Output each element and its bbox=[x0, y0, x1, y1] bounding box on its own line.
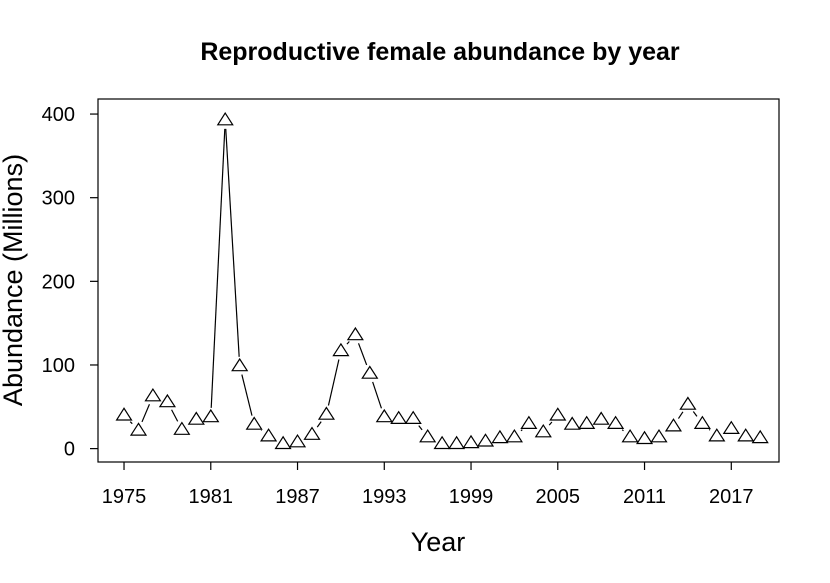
series-segment bbox=[141, 403, 150, 423]
data-point bbox=[231, 357, 249, 372]
series-markers bbox=[115, 111, 769, 450]
y-tick-label: 0 bbox=[64, 439, 75, 461]
data-point bbox=[722, 420, 740, 434]
series-segment bbox=[210, 128, 226, 408]
series-segment bbox=[520, 429, 523, 432]
data-point bbox=[433, 435, 451, 450]
data-point bbox=[664, 418, 682, 432]
data-point bbox=[693, 415, 711, 429]
data-point bbox=[260, 428, 278, 442]
data-point bbox=[520, 415, 538, 429]
data-point bbox=[549, 407, 567, 421]
series-line bbox=[129, 128, 711, 432]
data-point bbox=[592, 411, 610, 425]
series-segment bbox=[418, 425, 423, 431]
data-point bbox=[216, 111, 234, 126]
series-segment bbox=[621, 429, 624, 432]
data-point bbox=[607, 415, 625, 429]
data-point bbox=[534, 423, 552, 438]
series-segment bbox=[225, 128, 240, 357]
x-tick-label: 1999 bbox=[449, 486, 494, 508]
data-point bbox=[115, 407, 133, 421]
series-segment bbox=[171, 409, 179, 422]
data-point bbox=[317, 406, 335, 420]
data-point bbox=[303, 426, 321, 440]
series-segment bbox=[241, 374, 253, 416]
x-tick-label: 2011 bbox=[623, 486, 666, 508]
series-segment bbox=[708, 428, 711, 431]
series-segment bbox=[692, 411, 698, 417]
series-segment bbox=[316, 421, 322, 428]
y-tick-label: 200 bbox=[42, 271, 75, 293]
x-axis: 1975 1981 1987 1993 1999 2005 2011 2017 bbox=[102, 462, 754, 508]
y-tick-label: 400 bbox=[42, 104, 75, 126]
data-point bbox=[187, 411, 205, 425]
x-tick-label: 2017 bbox=[709, 486, 754, 508]
data-point bbox=[621, 428, 639, 443]
data-point bbox=[578, 415, 596, 429]
y-axis-label: Abundance (Millions) bbox=[0, 154, 28, 406]
series-segment bbox=[357, 343, 368, 366]
x-tick-label: 2005 bbox=[536, 486, 581, 508]
series-segment bbox=[129, 421, 133, 425]
data-point bbox=[505, 428, 523, 443]
data-point bbox=[737, 428, 755, 442]
x-tick-label: 1975 bbox=[102, 486, 147, 508]
data-point bbox=[419, 428, 437, 443]
data-point bbox=[636, 430, 654, 445]
x-axis-label: Year bbox=[411, 527, 466, 557]
data-point bbox=[390, 410, 408, 424]
data-point bbox=[563, 416, 581, 430]
data-point bbox=[679, 396, 697, 410]
series-segment bbox=[327, 359, 340, 406]
data-point bbox=[476, 433, 495, 447]
data-point bbox=[173, 421, 191, 435]
data-point bbox=[708, 428, 726, 442]
plot-area bbox=[97, 98, 780, 463]
data-point bbox=[202, 408, 220, 423]
data-point bbox=[462, 434, 480, 449]
x-tick-label: 1993 bbox=[362, 486, 407, 508]
data-point bbox=[375, 408, 393, 423]
data-point bbox=[332, 342, 350, 357]
y-axis: 0 100 200 300 400 bbox=[42, 104, 98, 461]
y-tick-label: 300 bbox=[42, 188, 75, 210]
data-point bbox=[346, 326, 364, 341]
y-tick-label: 100 bbox=[42, 355, 75, 377]
data-point bbox=[245, 416, 263, 430]
series-segment bbox=[372, 381, 383, 409]
data-point bbox=[144, 387, 162, 402]
data-point bbox=[289, 433, 307, 448]
x-tick-label: 1987 bbox=[275, 486, 320, 508]
data-point bbox=[404, 410, 422, 424]
data-point bbox=[650, 428, 668, 443]
data-point bbox=[448, 435, 466, 450]
data-point bbox=[158, 393, 176, 408]
data-point bbox=[274, 435, 292, 450]
data-point bbox=[491, 429, 509, 444]
data-point bbox=[361, 365, 379, 379]
data-point bbox=[751, 429, 769, 444]
series-segment bbox=[346, 341, 350, 345]
x-tick-label: 1981 bbox=[189, 486, 234, 508]
series-segment bbox=[677, 411, 684, 419]
data-point bbox=[129, 422, 148, 436]
chart-title: Reproductive female abundance by year bbox=[200, 38, 680, 66]
series-segment bbox=[548, 421, 553, 426]
